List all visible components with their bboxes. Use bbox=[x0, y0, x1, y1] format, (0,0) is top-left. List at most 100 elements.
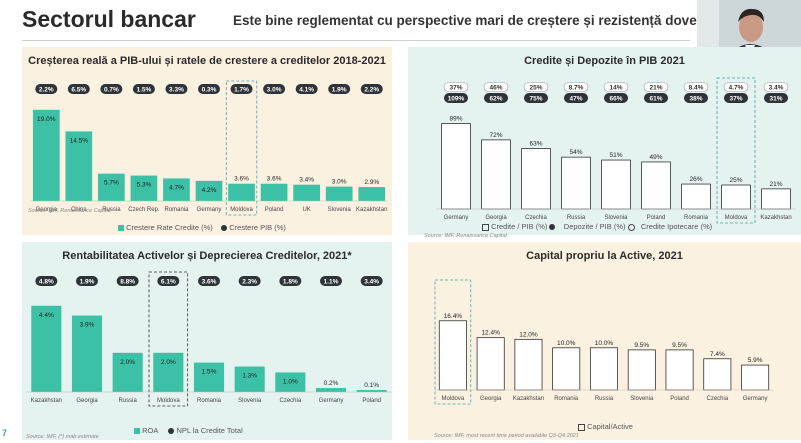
bar bbox=[358, 187, 386, 201]
value-label: 9.5% bbox=[672, 342, 687, 349]
category-label: Germany bbox=[743, 396, 768, 402]
slide-subtitle: Este bine reglementat cu perspective mar… bbox=[233, 13, 709, 28]
top-pill-label: 25% bbox=[529, 84, 542, 91]
legend-swatch-teal bbox=[134, 428, 140, 435]
value-label: 2.0% bbox=[120, 359, 135, 366]
pill-label-bg bbox=[295, 84, 318, 94]
value-label: 10.0% bbox=[595, 340, 614, 347]
pill-label-bg bbox=[157, 276, 180, 286]
category-label: Czech Rep. bbox=[128, 207, 160, 213]
category-label: Moldova bbox=[230, 207, 253, 213]
bar bbox=[589, 347, 618, 391]
value-label: 16.4% bbox=[444, 313, 463, 320]
category-label: Poland bbox=[362, 398, 381, 404]
bar bbox=[681, 183, 711, 210]
legend-label: Crestere PIB (%) bbox=[229, 223, 286, 232]
pill-label-bg bbox=[35, 84, 58, 94]
bar bbox=[761, 188, 791, 210]
legend-label: Depozite / PIB (%) bbox=[563, 222, 626, 231]
pill-label-bg bbox=[198, 276, 220, 286]
mid-pill-label-bg bbox=[684, 93, 708, 103]
top-pill-label: 46% bbox=[489, 84, 502, 91]
top-pill-label-bg bbox=[763, 82, 789, 92]
legend: Credite / PIB (%) Depozite / PIB (%) Cre… bbox=[482, 222, 712, 231]
bar bbox=[665, 349, 694, 391]
pill-label: 4.1% bbox=[299, 86, 314, 93]
value-label: 4.7% bbox=[169, 184, 184, 191]
top-pill-label-bg bbox=[563, 82, 589, 92]
bar bbox=[65, 131, 93, 201]
bar bbox=[153, 352, 184, 392]
mid-pill-label: 109% bbox=[448, 95, 465, 102]
bar bbox=[476, 337, 505, 391]
category-label: Germany bbox=[197, 207, 222, 213]
mid-pill-label-bg bbox=[564, 93, 588, 103]
pill-label: 1.9% bbox=[80, 278, 95, 285]
bar bbox=[703, 358, 732, 391]
category-label: Poland bbox=[265, 207, 284, 213]
pill-label-bg bbox=[100, 84, 123, 94]
value-label: 3.0% bbox=[332, 179, 347, 186]
roa-npl-chart: 4.4% Kazakhstan 4.8% 3.9% Georgia 1.9% 2.0% Rus… bbox=[26, 271, 392, 407]
legend-swatch-outline bbox=[482, 223, 489, 231]
value-label: 5.7% bbox=[104, 180, 119, 187]
value-label: 72% bbox=[489, 132, 502, 139]
category-label: Georgia bbox=[76, 398, 98, 404]
mid-pill-label: 61% bbox=[649, 95, 662, 102]
value-label: 54% bbox=[569, 149, 582, 156]
highlight-box bbox=[148, 271, 189, 407]
bar bbox=[552, 347, 581, 391]
panel-capital-assets: Capital propriu la Active, 2021 16.4% Mol… bbox=[408, 242, 801, 440]
mid-pill-label-bg bbox=[764, 93, 788, 103]
category-label: Slovenia bbox=[328, 207, 352, 213]
value-label: 1.5% bbox=[202, 369, 217, 376]
bar bbox=[601, 159, 631, 210]
bar bbox=[260, 183, 288, 201]
category-label: Germany bbox=[319, 398, 344, 404]
pill-label-bg bbox=[198, 84, 220, 94]
value-label: 3.6% bbox=[267, 176, 282, 183]
category-label: Russia bbox=[118, 398, 137, 404]
category-label: Kazakhstan bbox=[356, 207, 387, 213]
category-label: Russia bbox=[595, 396, 614, 402]
category-label: Poland bbox=[670, 396, 689, 402]
source-note: Source: IMF, Renaissance Capital bbox=[28, 208, 111, 214]
legend-label: Credite / PIB (%) bbox=[491, 222, 548, 231]
webcam-video-tile[interactable] bbox=[697, 0, 801, 65]
bar bbox=[193, 362, 225, 392]
value-label: 3.4% bbox=[299, 177, 314, 184]
pill-label: 6.5% bbox=[71, 86, 86, 93]
legend-dot-outline bbox=[627, 223, 635, 231]
pill-label-bg bbox=[116, 276, 139, 286]
category-label: Kazakhstan bbox=[760, 215, 791, 221]
value-label: 63% bbox=[529, 141, 542, 148]
legend: Crestere Rate Credite (%) Crestere PIB (… bbox=[118, 223, 286, 232]
legend-label: NPL la Credite Total bbox=[176, 426, 243, 435]
mid-pill-label: 47% bbox=[569, 95, 582, 102]
bar bbox=[521, 148, 551, 210]
bar bbox=[228, 183, 255, 201]
source-note: Source: IMF, (*) mab estimate bbox=[26, 434, 99, 440]
page-number: 7 bbox=[2, 428, 8, 438]
category-label: Romania bbox=[554, 396, 579, 402]
value-label: 0.2% bbox=[324, 380, 339, 387]
pill-label-bg bbox=[328, 84, 351, 94]
category-label: Moldova bbox=[725, 215, 748, 221]
value-label: 14.5% bbox=[70, 137, 89, 144]
pill-label-bg bbox=[360, 276, 383, 286]
bar bbox=[481, 139, 511, 210]
bar bbox=[71, 315, 103, 392]
category-label: Russia bbox=[102, 207, 121, 213]
legend: ROA NPL la Credite Total bbox=[134, 426, 243, 435]
pill-label-bg bbox=[165, 84, 188, 94]
pill-label-bg bbox=[67, 84, 90, 94]
panel-credit-deposit: Credite și Depozite în PIB 2021 89% Germa… bbox=[408, 47, 801, 239]
category-label: Czechia bbox=[706, 396, 728, 402]
category-label: Kazakhstan bbox=[513, 396, 544, 402]
category-label: Moldova bbox=[157, 398, 180, 404]
pill-label-bg bbox=[238, 276, 261, 286]
mid-pill-label-bg bbox=[484, 93, 508, 103]
category-label: Moldova bbox=[442, 396, 465, 402]
category-label: Germany bbox=[444, 215, 469, 221]
bar bbox=[514, 338, 543, 391]
